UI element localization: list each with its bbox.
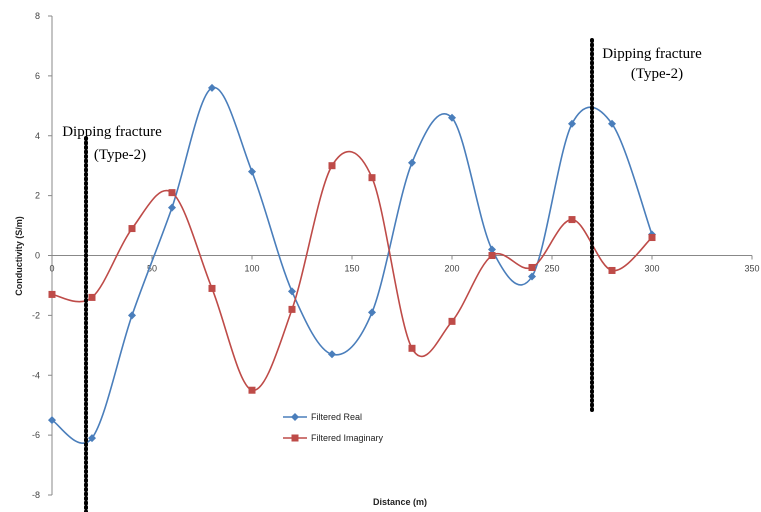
- data-point: [608, 119, 616, 128]
- data-point: [488, 245, 496, 254]
- series-layer: [48, 83, 656, 445]
- y-tick-label: -2: [32, 310, 40, 320]
- x-tick-label: 350: [744, 264, 759, 274]
- data-point: [48, 416, 56, 425]
- data-point: [88, 293, 96, 301]
- series-line: [51, 86, 653, 445]
- y-tick-label: -6: [32, 430, 40, 440]
- series-1: [48, 150, 656, 394]
- data-point: [248, 386, 256, 394]
- data-point: [648, 234, 656, 242]
- data-point: [568, 119, 576, 128]
- annotation-layer: Dipping fracture (Type-2) Dipping fracture…: [62, 38, 702, 512]
- x-axis-title: Distance (m): [373, 497, 427, 507]
- data-point: [528, 272, 536, 281]
- x-tick-label: 100: [244, 264, 259, 274]
- data-point: [328, 162, 336, 170]
- data-point: [608, 266, 616, 274]
- legend-item: Filtered Imaginary: [283, 433, 384, 443]
- x-tick-label: 300: [644, 264, 659, 274]
- y-tick-label: -8: [32, 490, 40, 500]
- annotation-label: Dipping fracture: [602, 46, 702, 62]
- annotation-label: (Type-2): [631, 66, 683, 82]
- data-point: [368, 308, 376, 317]
- y-tick-label: 6: [35, 71, 40, 81]
- y-tick-label: 4: [35, 131, 40, 141]
- x-tick-label: 50: [147, 264, 157, 274]
- data-point: [128, 225, 136, 233]
- x-tick-label: 250: [544, 264, 559, 274]
- axes: -8 -6 -4 -2 0 2 4 6 8 0 50 100 150 200 250 300 350: [32, 11, 760, 500]
- data-point: [328, 350, 336, 359]
- legend-label: Filtered Imaginary: [311, 433, 384, 443]
- data-point: [368, 174, 376, 182]
- data-point: [248, 167, 256, 176]
- data-point: [208, 83, 216, 92]
- data-point: [48, 290, 56, 298]
- annotation-label: Dipping fracture: [62, 124, 162, 140]
- legend-label: Filtered Real: [311, 412, 362, 422]
- x-tick-label: 200: [444, 264, 459, 274]
- data-point: [528, 263, 536, 271]
- data-point: [408, 344, 416, 352]
- legend-marker: [291, 434, 299, 442]
- x-tick-label: 0: [49, 264, 54, 274]
- data-point: [448, 317, 456, 325]
- data-point: [208, 284, 216, 292]
- series-line: [51, 150, 653, 392]
- y-tick-label: -4: [32, 370, 40, 380]
- x-tick-label: 150: [344, 264, 359, 274]
- legend-item: Filtered Real: [283, 412, 362, 422]
- data-point: [408, 158, 416, 167]
- annotation-label: (Type-2): [94, 147, 146, 163]
- data-point: [128, 311, 136, 320]
- data-point: [288, 305, 296, 313]
- data-point: [168, 189, 176, 197]
- data-point: [568, 216, 576, 224]
- data-point: [488, 252, 496, 259]
- data-point: [288, 287, 296, 296]
- y-axis-title: Conductivity (S/m): [14, 216, 24, 296]
- data-point: [88, 434, 96, 443]
- legend-marker: [291, 413, 299, 421]
- y-tick-label: 2: [35, 191, 40, 201]
- y-tick-label: 0: [35, 251, 40, 261]
- legend: Filtered Real Filtered Imaginary: [283, 412, 384, 443]
- y-tick-label: 8: [35, 11, 40, 21]
- data-point: [448, 113, 456, 122]
- data-point: [168, 203, 176, 212]
